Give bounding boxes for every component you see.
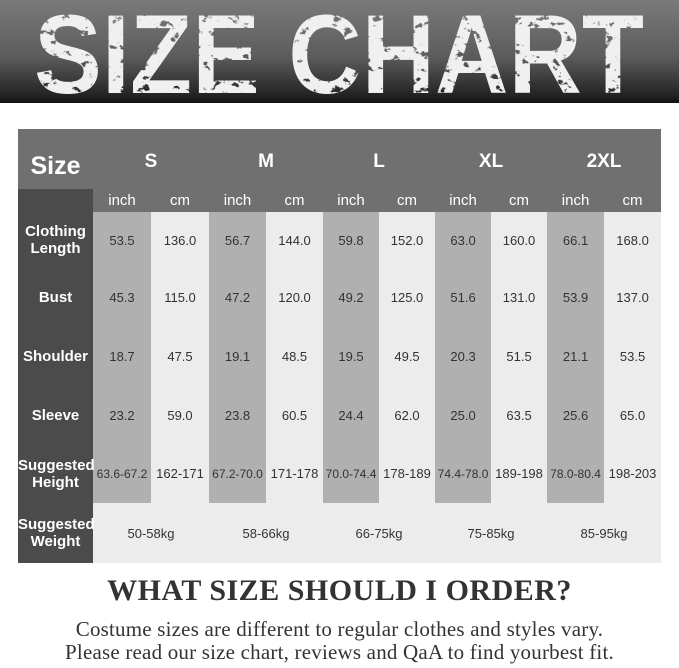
svg-text:SIZE CHART: SIZE CHART xyxy=(34,0,644,103)
